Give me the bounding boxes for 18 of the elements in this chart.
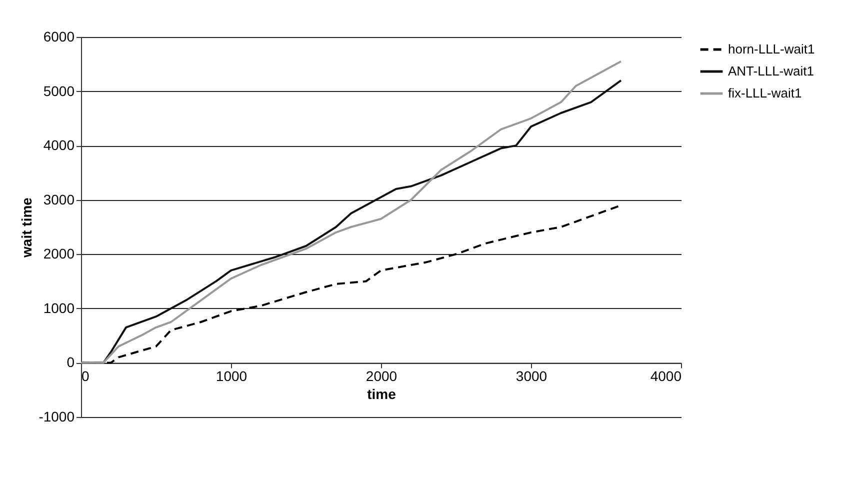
x-tick-label: 3000 xyxy=(516,368,548,384)
x-tick-label: 2000 xyxy=(366,368,398,384)
y-axis-title: wait time xyxy=(18,197,35,258)
y-tick-label: -1000 xyxy=(38,408,75,424)
legend-label: horn-LLL-wait1 xyxy=(728,42,815,56)
y-tick-label: 6000 xyxy=(43,28,75,44)
x-tick-label: 4000 xyxy=(650,368,682,384)
y-tick-label: 2000 xyxy=(43,246,75,262)
legend-label: fix-LLL-wait1 xyxy=(728,86,802,100)
y-tick-label: 5000 xyxy=(43,82,75,99)
legend-label: ANT-LLL-wait1 xyxy=(728,64,814,78)
x-tick-label: 1000 xyxy=(216,368,248,384)
y-tick-label: 4000 xyxy=(43,137,75,154)
y-tick-label: 3000 xyxy=(43,191,75,208)
y-tick-label: 0 xyxy=(66,354,75,370)
x-tick-label: 0 xyxy=(82,368,90,384)
y-tick-label: 1000 xyxy=(43,300,75,316)
x-axis-title: time xyxy=(367,386,396,402)
